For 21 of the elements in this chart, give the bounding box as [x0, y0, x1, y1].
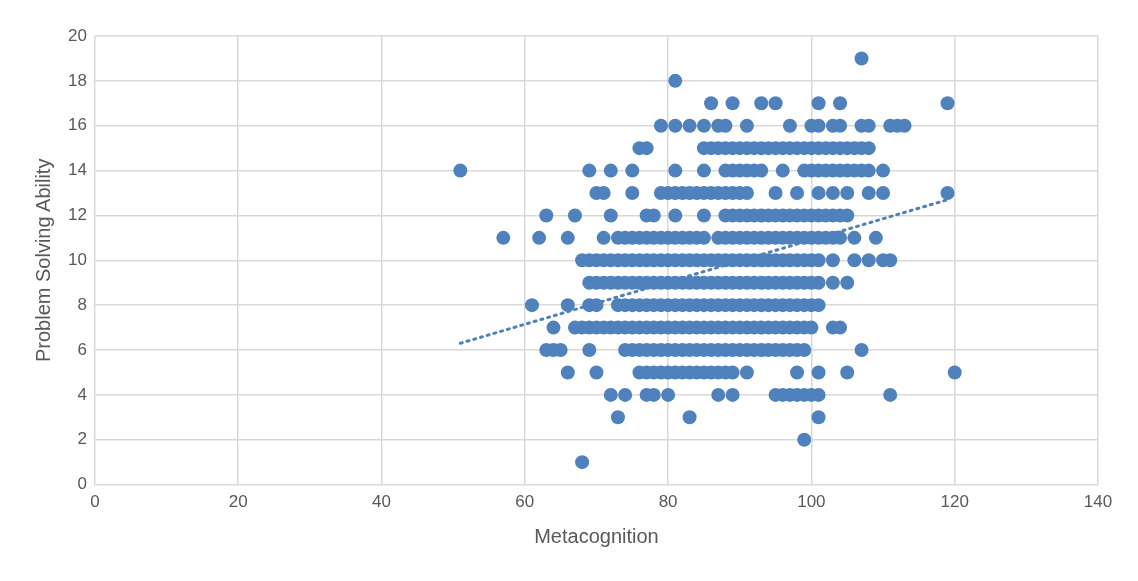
y-tick-label: 6	[77, 339, 87, 359]
y-tick-label: 12	[67, 205, 87, 225]
y-tick-label: 0	[77, 474, 87, 494]
x-tick-label: 60	[515, 492, 535, 512]
x-tick-label: 80	[658, 492, 678, 512]
y-tick-label: 8	[77, 294, 87, 314]
y-tick-label: 4	[77, 384, 87, 404]
y-tick-label: 18	[67, 70, 87, 90]
y-tick-label: 14	[67, 160, 87, 180]
y-tick-label: 20	[67, 25, 87, 45]
y-tick-label: 2	[77, 429, 87, 449]
x-tick-label: 0	[90, 492, 100, 512]
y-tick-label: 16	[67, 115, 87, 135]
x-tick-label: 140	[1083, 492, 1113, 512]
x-tick-label: 120	[940, 492, 969, 512]
y-tick-label: 10	[67, 249, 87, 269]
x-tick-label: 100	[797, 492, 826, 512]
x-tick-label: 20	[228, 492, 248, 512]
y-axis-title: Problem Solving Ability	[31, 158, 54, 363]
x-axis-title: Metacognition	[534, 524, 659, 547]
x-tick-label: 40	[372, 492, 391, 512]
